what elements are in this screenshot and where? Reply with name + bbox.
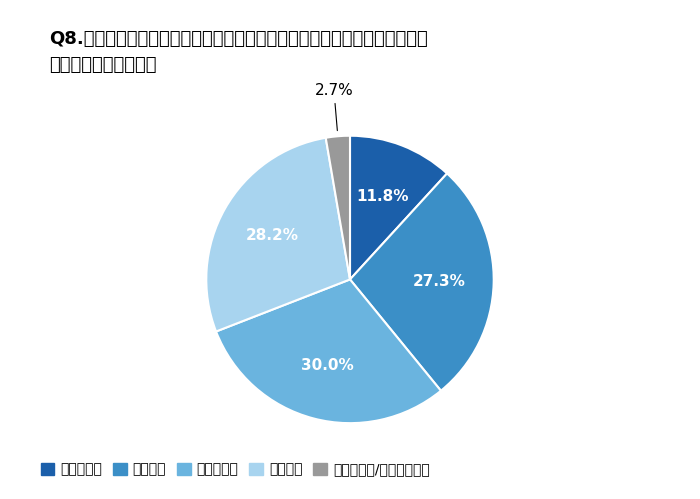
Wedge shape <box>206 138 350 331</box>
Wedge shape <box>350 136 447 279</box>
Text: 11.8%: 11.8% <box>356 189 409 204</box>
Legend: 非常にある, 少しある, あまりない, 全くない, わからない/答えられない: 非常にある, 少しある, あまりない, 全くない, わからない/答えられない <box>35 457 435 482</box>
Text: 27.3%: 27.3% <box>412 274 466 289</box>
Text: 28.2%: 28.2% <box>246 228 299 243</box>
Text: 2.7%: 2.7% <box>314 83 354 131</box>
Wedge shape <box>350 174 494 391</box>
Text: Q8.あなたは、新規商談創出のための施策として、ウェブセミナーの実施に
　興味はありますか。: Q8.あなたは、新規商談創出のための施策として、ウェブセミナーの実施に 興味はあ… <box>49 30 428 74</box>
Wedge shape <box>326 136 350 279</box>
Text: 30.0%: 30.0% <box>301 358 354 373</box>
Wedge shape <box>216 279 441 423</box>
